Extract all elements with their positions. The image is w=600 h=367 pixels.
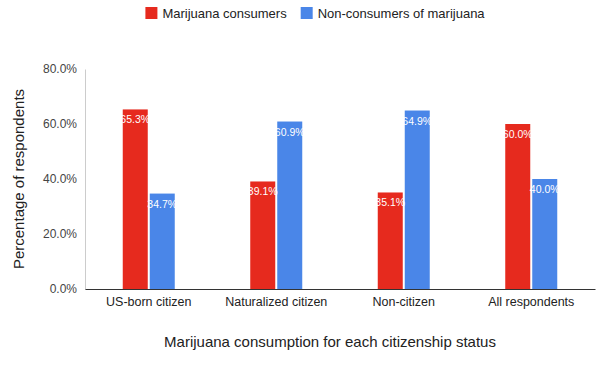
legend-item: Marijuana consumers bbox=[145, 6, 287, 21]
y-axis-line bbox=[85, 70, 86, 290]
y-tick: 80.0% bbox=[43, 62, 85, 76]
legend-item: Non-consumers of marijuana bbox=[301, 6, 486, 21]
y-tick: 0.0% bbox=[50, 282, 85, 296]
bars bbox=[123, 109, 558, 289]
y-tick-label: 80.0% bbox=[43, 62, 77, 76]
bar bbox=[505, 124, 530, 289]
data-label: 34.7% bbox=[147, 198, 177, 210]
bar bbox=[405, 111, 430, 289]
data-label: 39.1% bbox=[248, 185, 278, 197]
chart: 0.0% 20.0% 40.0% 60.0% 80.0% US-born citizen N… bbox=[0, 0, 600, 367]
bar bbox=[532, 179, 557, 289]
legend-label: Marijuana consumers bbox=[162, 6, 287, 21]
y-tick-label: 40.0% bbox=[43, 172, 77, 186]
x-tick: All respondents bbox=[488, 289, 574, 309]
x-tick: Non-citizen bbox=[372, 289, 435, 309]
data-label: 40.0% bbox=[530, 183, 560, 195]
data-label: 60.9% bbox=[275, 126, 305, 138]
y-tick-label: 20.0% bbox=[43, 227, 77, 241]
data-label: 64.9% bbox=[402, 115, 432, 127]
x-tick: Naturalized citizen bbox=[225, 289, 327, 309]
bar bbox=[250, 181, 275, 289]
x-tick-label: US-born citizen bbox=[106, 295, 191, 309]
x-axis-title: Marijuana consumption for each citizensh… bbox=[164, 333, 496, 350]
bar bbox=[277, 122, 302, 289]
y-tick: 60.0% bbox=[43, 117, 85, 131]
y-axis: 0.0% 20.0% 40.0% 60.0% 80.0% bbox=[43, 62, 86, 296]
y-tick: 40.0% bbox=[43, 172, 85, 186]
data-label: 65.3% bbox=[120, 113, 150, 125]
legend-swatch bbox=[145, 7, 157, 19]
x-tick-label: Naturalized citizen bbox=[225, 295, 327, 309]
x-axis: US-born citizen Naturalized citizen Non-ci… bbox=[86, 289, 596, 309]
y-tick-label: 0.0% bbox=[50, 282, 78, 296]
legend-swatch bbox=[301, 7, 313, 19]
y-tick: 20.0% bbox=[43, 227, 85, 241]
data-labels: 65.3% 39.1% 35.1% 60.0% 34.7% 60.9% 64.9% 40.0% bbox=[120, 113, 559, 209]
data-label: 60.0% bbox=[503, 128, 533, 140]
bar bbox=[123, 109, 148, 289]
legend-label: Non-consumers of marijuana bbox=[318, 6, 486, 21]
x-tick: US-born citizen bbox=[106, 289, 191, 309]
y-tick-label: 60.0% bbox=[43, 117, 77, 131]
x-tick-label: All respondents bbox=[488, 295, 574, 309]
x-tick-label: Non-citizen bbox=[372, 295, 435, 309]
data-label: 35.1% bbox=[375, 196, 405, 208]
legend: Marijuana consumers Non-consumers of mari… bbox=[145, 6, 485, 21]
x-axis-line bbox=[86, 289, 596, 290]
y-axis-title: Percentage of respondents bbox=[10, 89, 27, 269]
